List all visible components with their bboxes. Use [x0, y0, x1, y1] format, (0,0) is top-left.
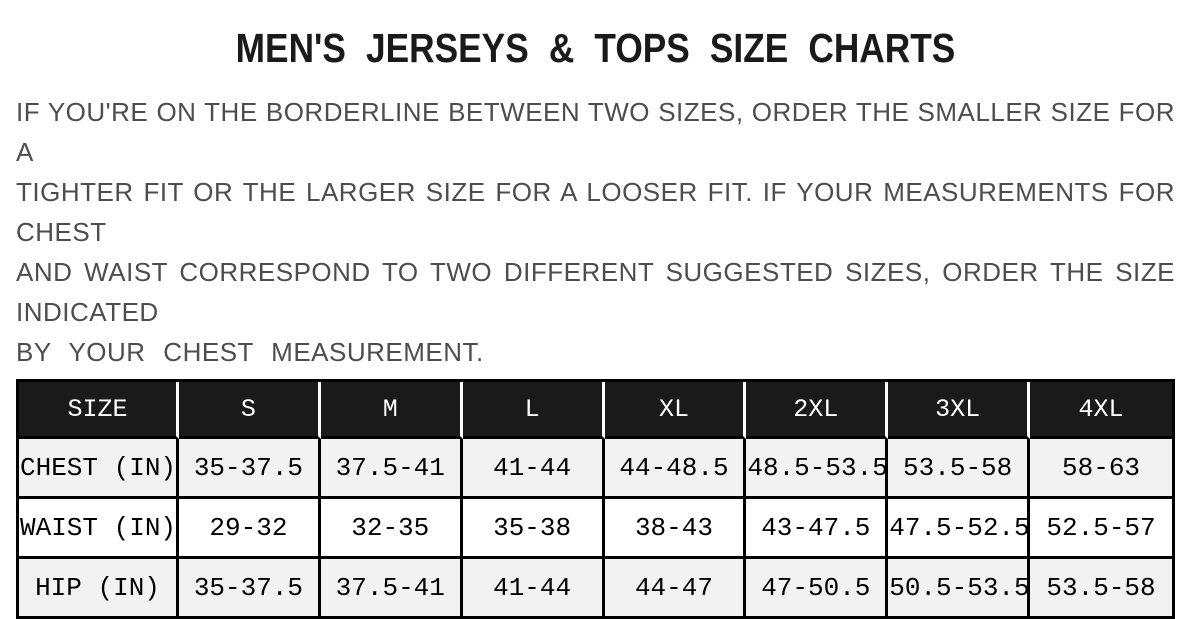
table-cell-chest-m: 37.5-41 [320, 439, 463, 499]
table-cell-hip-xl: 44-47 [604, 559, 747, 616]
row-label-waist: WAIST (IN) [19, 499, 179, 559]
table-cell-hip-3xl: 50.5-53.5 [888, 559, 1031, 616]
size-chart-page: MEN'S JERSEYS & TOPS SIZE CHARTS IF YOU'… [0, 24, 1191, 619]
table-row-waist: WAIST (IN) 29-32 32-35 35-38 38-43 43-47… [19, 499, 1172, 559]
row-label-chest: CHEST (IN) [19, 439, 179, 499]
column-header-xl: XL [604, 382, 747, 439]
table-cell-waist-3xl: 47.5-52.5 [888, 499, 1031, 559]
table-cell-waist-2xl: 43-47.5 [746, 499, 889, 559]
column-header-m: M [320, 382, 463, 439]
row-label-hip: HIP (IN) [19, 559, 179, 616]
table-cell-waist-4xl: 52.5-57 [1030, 499, 1172, 559]
table-cell-waist-s: 29-32 [179, 499, 321, 559]
column-header-size: SIZE [19, 382, 179, 439]
table-cell-chest-l: 41-44 [462, 439, 605, 499]
column-header-l: L [462, 382, 605, 439]
size-chart-table: SIZE S M L XL 2XL 3XL 4XL CHEST (IN) 35-… [16, 379, 1175, 619]
table-cell-hip-4xl: 53.5-58 [1030, 559, 1172, 616]
intro-line-3: AND WAIST CORRESPOND TO TWO DIFFERENT SU… [16, 257, 1175, 327]
column-header-4xl: 4XL [1030, 382, 1172, 439]
table-cell-waist-xl: 38-43 [604, 499, 747, 559]
table-cell-hip-s: 35-37.5 [179, 559, 321, 616]
table-cell-chest-2xl: 48.5-53.5 [746, 439, 889, 499]
intro-text: IF YOU'RE ON THE BORDERLINE BETWEEN TWO … [16, 92, 1175, 372]
page-title: MEN'S JERSEYS & TOPS SIZE CHARTS [235, 25, 956, 71]
column-header-2xl: 2XL [746, 382, 889, 439]
intro-line-2: TIGHTER FIT OR THE LARGER SIZE FOR A LOO… [16, 177, 1175, 247]
table-cell-waist-l: 35-38 [462, 499, 605, 559]
table-cell-waist-m: 32-35 [320, 499, 463, 559]
table-cell-chest-s: 35-37.5 [179, 439, 321, 499]
intro-line-4: BY YOUR CHEST MEASUREMENT. [16, 337, 484, 367]
intro-line-1: IF YOU'RE ON THE BORDERLINE BETWEEN TWO … [16, 97, 1175, 167]
table-cell-chest-3xl: 53.5-58 [888, 439, 1031, 499]
column-header-s: S [179, 382, 321, 439]
table-row-hip: HIP (IN) 35-37.5 37.5-41 41-44 44-47 47-… [19, 559, 1172, 616]
table-cell-hip-2xl: 47-50.5 [746, 559, 889, 616]
column-header-3xl: 3XL [888, 382, 1031, 439]
table-row-chest: CHEST (IN) 35-37.5 37.5-41 41-44 44-48.5… [19, 439, 1172, 499]
table-cell-chest-xl: 44-48.5 [604, 439, 747, 499]
table-cell-hip-l: 41-44 [462, 559, 605, 616]
table-cell-hip-m: 37.5-41 [320, 559, 463, 616]
table-cell-chest-4xl: 58-63 [1030, 439, 1172, 499]
table-header-row: SIZE S M L XL 2XL 3XL 4XL [19, 382, 1172, 439]
